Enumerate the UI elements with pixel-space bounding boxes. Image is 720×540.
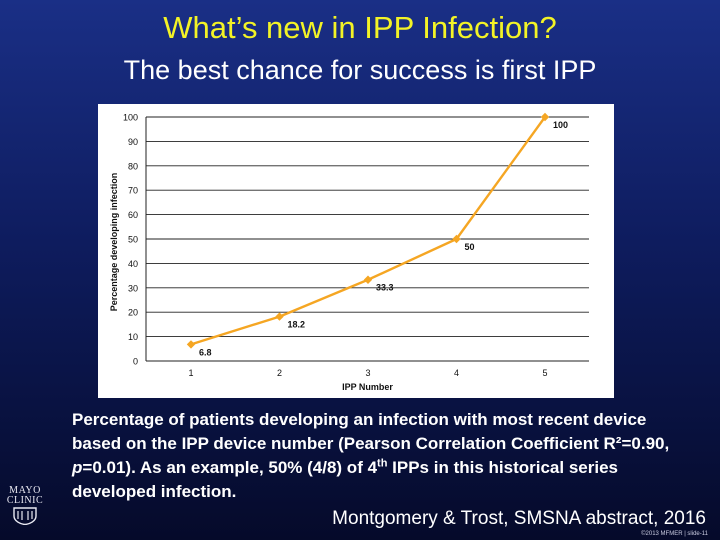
y-tick-label: 0 (133, 357, 138, 367)
x-axis-title: IPP Number (342, 382, 393, 392)
data-label: 100 (553, 120, 568, 130)
x-tick-label: 3 (365, 368, 370, 378)
slide-title: What’s new in IPP Infection? (163, 10, 557, 45)
caption-part3: IPPs in this historical series developed… (72, 458, 618, 501)
x-tick-label: 4 (454, 368, 459, 378)
x-tick-label: 2 (277, 368, 282, 378)
y-tick-label: 100 (123, 113, 138, 123)
shield-icon (13, 507, 37, 525)
data-point-marker (275, 312, 284, 321)
data-label: 6.8 (199, 347, 212, 357)
data-label: 33.3 (376, 283, 394, 293)
y-tick-label: 40 (128, 259, 138, 269)
y-tick-label: 70 (128, 186, 138, 196)
copyright-notice: ©2013 MFMER | slide-11 (641, 531, 708, 537)
caption-part2: =0.01). As an example, 50% (4/8) of 4 (82, 458, 378, 477)
x-tick-label: 1 (188, 368, 193, 378)
y-tick-label: 20 (128, 308, 138, 318)
data-point-marker (540, 112, 550, 122)
citation: Montgomery & Trost, SMSNA abstract, 2016 (332, 508, 706, 529)
chart-background (98, 104, 614, 398)
y-tick-label: 60 (128, 210, 138, 220)
y-axis-title: Percentage developing infection (109, 173, 119, 312)
caption-p-label: p (72, 458, 83, 477)
data-point-marker (363, 275, 373, 284)
y-tick-label: 80 (128, 161, 138, 171)
y-tick-label: 90 (128, 137, 138, 147)
x-tick-label: 5 (542, 368, 547, 378)
logo-line1: MAYO (9, 485, 41, 496)
mayo-clinic-logo: MAYO CLINIC (6, 486, 44, 525)
caption-superscript: th (377, 457, 388, 470)
slide-subtitle: The best chance for success is first IPP (123, 55, 597, 85)
data-label: 18.2 (288, 320, 306, 330)
data-label: 50 (465, 242, 475, 252)
data-point-marker (452, 234, 461, 244)
y-tick-label: 50 (128, 235, 138, 245)
data-point-marker (186, 340, 196, 349)
logo-line2: CLINIC (6, 495, 44, 506)
y-tick-label: 10 (128, 332, 138, 342)
y-tick-label: 30 (128, 283, 138, 293)
caption-part1: Percentage of patients developing an inf… (72, 410, 670, 453)
chart-caption: Percentage of patients developing an inf… (72, 408, 672, 504)
